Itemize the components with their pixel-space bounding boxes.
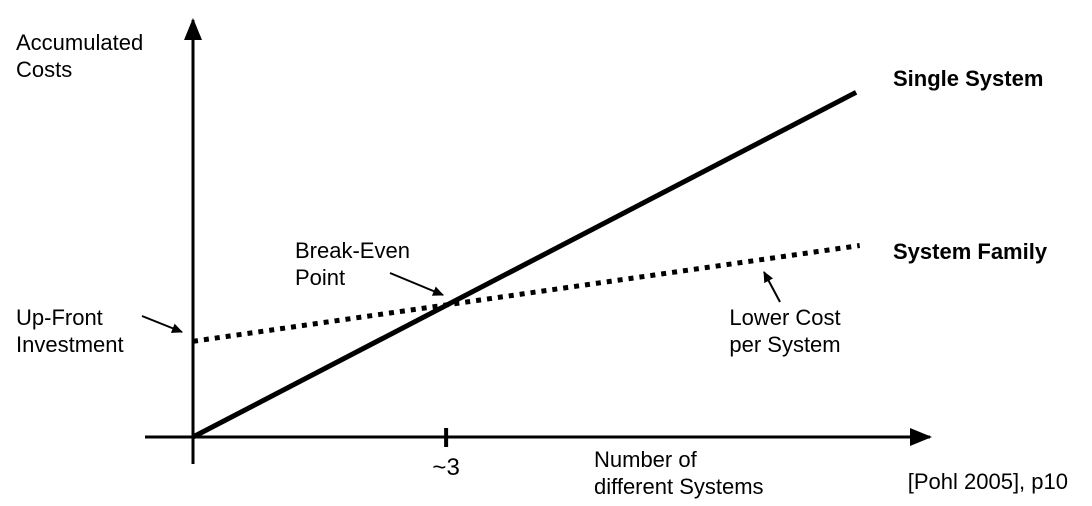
- series-label-system-family: System Family: [893, 239, 1048, 264]
- series-line-single-system: [191, 90, 858, 440]
- break-even-arrow: [389, 272, 444, 296]
- series-lines: [191, 90, 861, 440]
- y-axis-label: Accumulated Costs: [16, 30, 144, 82]
- x-tick-label-0: ~3: [432, 454, 460, 481]
- annotation-lower-cost-per-system: Lower Cost per System: [729, 305, 841, 357]
- series-line-system-family: [192, 243, 861, 344]
- x-axis-label: Number of different Systems: [594, 447, 764, 499]
- annotation-up-front-investment: Up-Front Investment: [16, 305, 124, 357]
- annotation-break-even-point: Break-Even Point: [295, 238, 410, 290]
- lower-cost-arrow: [763, 271, 781, 303]
- citation: [Pohl 2005], p10: [907, 469, 1068, 494]
- up-front-investment-arrow: [141, 315, 183, 333]
- series-label-single-system: Single System: [893, 66, 1044, 91]
